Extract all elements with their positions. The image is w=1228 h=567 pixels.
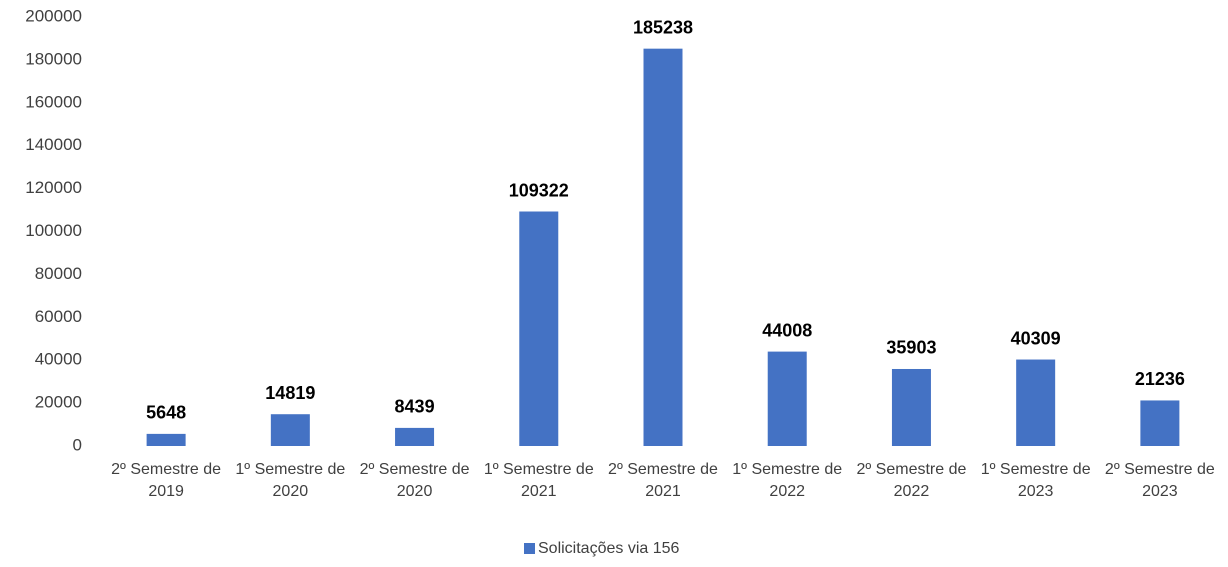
bar [891, 368, 931, 446]
bar [395, 427, 435, 446]
data-label: 109322 [509, 180, 569, 200]
y-tick-label: 20000 [35, 393, 82, 412]
x-tick-label: 1º Semestre de 2020 [235, 461, 346, 500]
data-label: 21236 [1135, 369, 1185, 389]
data-label: 40309 [1011, 328, 1061, 348]
y-tick-label: 200000 [25, 6, 82, 25]
bar [1016, 359, 1056, 446]
bar [270, 414, 310, 446]
legend-label: Solicitações via 156 [538, 540, 680, 557]
bar [519, 211, 559, 446]
data-label: 44008 [762, 320, 812, 340]
bar [643, 48, 683, 446]
y-tick-label: 140000 [25, 135, 82, 154]
bar [1140, 400, 1180, 446]
x-tick-label: 1º Semestre de 2023 [980, 461, 1091, 500]
data-label: 8439 [395, 397, 435, 417]
x-tick-label: 2º Semestre de 2023 [1104, 461, 1215, 500]
bar [146, 433, 186, 446]
x-tick-label: 1º Semestre de 2022 [732, 461, 843, 500]
data-label: 35903 [886, 338, 936, 358]
bar [767, 351, 807, 446]
y-tick-label: 120000 [25, 178, 82, 197]
y-tick-label: 160000 [25, 92, 82, 111]
y-tick-label: 40000 [35, 350, 82, 369]
x-tick-label: 2º Semestre de 2022 [856, 461, 967, 500]
y-tick-label: 180000 [25, 49, 82, 68]
data-label: 14819 [265, 383, 315, 403]
y-tick-label: 80000 [35, 264, 82, 283]
x-tick-label: 2º Semestre de 2021 [608, 461, 718, 500]
x-tick-label: 2º Semestre de 2020 [359, 461, 470, 500]
x-tick-label: 1º Semestre de 2021 [483, 461, 594, 500]
legend-swatch [524, 543, 535, 554]
x-tick-label: 2º Semestre de 2019 [111, 461, 222, 500]
y-tick-label: 0 [73, 435, 82, 454]
y-tick-label: 60000 [35, 307, 82, 326]
data-label: 185238 [633, 17, 693, 37]
data-label: 5648 [146, 403, 186, 423]
y-tick-label: 100000 [25, 221, 82, 240]
